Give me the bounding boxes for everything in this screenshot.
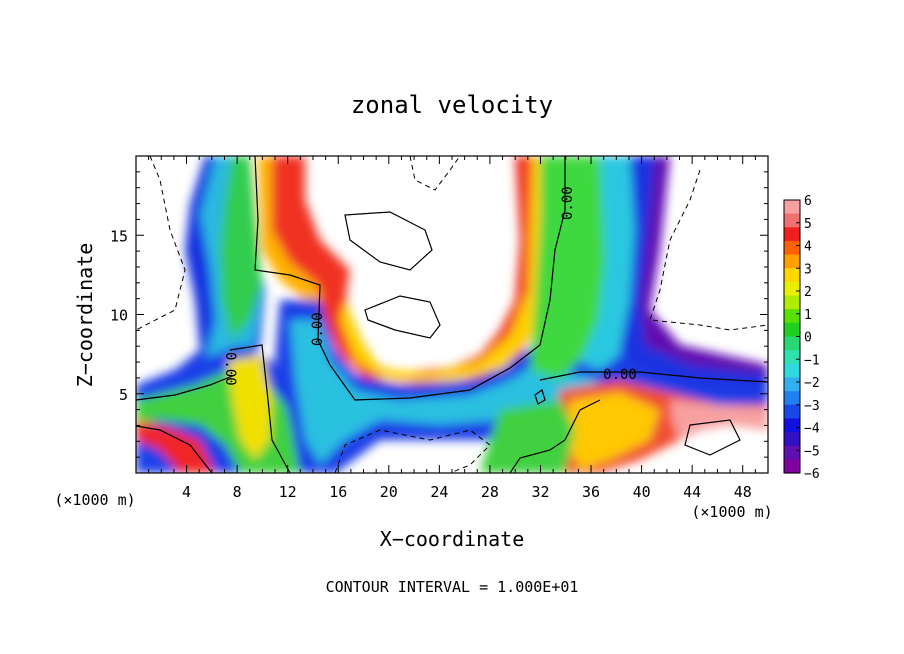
x-axis-ticks: 4 8 12 16 20 24 28 32 36 40 44 48: [148, 156, 756, 501]
colorbar-tick-label: 4: [804, 240, 812, 255]
x-tick-label: 48: [734, 483, 752, 501]
colorbar-swatch: [784, 459, 800, 474]
contour-closed-mid: [364, 295, 441, 339]
colorbar-swatch: [784, 227, 800, 242]
colorbar-tick-label: −2: [804, 376, 820, 391]
colorbar-swatch: [784, 336, 800, 351]
colorbar-swatch: [784, 418, 800, 433]
colorbar-swatch: [784, 254, 800, 269]
colorbar-tick-labels: 6 5 4 3 2 1 0 −1 −2 −3 −4 −5 −6: [796, 194, 820, 482]
x-tick-label: 44: [683, 483, 701, 501]
colorbar-swatch: [784, 350, 800, 365]
y-axis-label: Z−coordinate: [73, 243, 97, 388]
field-lowleft-yellow: [228, 355, 272, 460]
x-tick-label: 32: [531, 483, 549, 501]
colorbar-swatch: [784, 363, 800, 379]
colorbar-tick-label: −1: [804, 353, 820, 368]
velocity-field: [136, 156, 768, 473]
colorbar-swatch: [784, 281, 800, 297]
y-axis-ticks: 5 10 15: [110, 171, 768, 458]
contour-neg-topmid: [409, 156, 461, 191]
contour-closed-right: [684, 419, 741, 456]
colorbar-swatch: [784, 322, 800, 338]
x-tick-label: 12: [279, 483, 297, 501]
contour-label-group: 0.00 0.00 0.00 0.00: [222, 186, 637, 385]
contour-neg-topleft: [136, 156, 186, 331]
contour-neg-topright: [649, 169, 768, 331]
colorbar-swatch: [784, 377, 800, 392]
colorbar-tick-label: 3: [804, 262, 812, 277]
y-tick-label: 5: [119, 386, 128, 404]
field-right-green: [530, 156, 605, 380]
contour-small-loop: [534, 389, 546, 405]
contour-label-3: 0.00: [603, 367, 637, 383]
field-right-blue: [620, 156, 768, 390]
field-lowright-green: [480, 400, 575, 473]
colorbar-tick-label: 0: [804, 331, 812, 346]
field-right-cyan: [580, 156, 640, 370]
contour-interval-note: CONTOUR INTERVAL = 1.000E+01: [326, 578, 579, 596]
colorbar-swatch: [784, 213, 800, 228]
contour-lines-dashed: [136, 156, 768, 473]
colorbar-tick-label: −3: [804, 399, 820, 414]
contour-zero-left: [254, 156, 566, 401]
y-tick-label: 15: [110, 227, 128, 245]
contour-closed-upper: [344, 211, 433, 271]
colorbar-swatch: [784, 391, 800, 406]
colorbar-tick-label: 6: [804, 194, 812, 209]
colorbar-tick-label: −6: [804, 467, 820, 482]
colorbar-swatch: [784, 240, 800, 256]
chart-title: zonal velocity: [351, 91, 553, 119]
colorbar-swatch: [784, 404, 800, 419]
field-lowleft-red: [136, 420, 215, 473]
field-left-warm-edge: [258, 156, 322, 305]
contour-zero-lowleft2: [136, 374, 236, 401]
contour-label-4: 0.00: [222, 352, 238, 386]
field-center-yellow: [340, 156, 548, 382]
x-unit-label-right: (×1000 m): [691, 503, 772, 521]
contour-lines: [136, 156, 768, 473]
contour-zero-right: [539, 371, 768, 383]
x-tick-label: 36: [582, 483, 600, 501]
colorbar-tick-label: −4: [804, 422, 820, 437]
contour-label-2: 0.00: [560, 186, 576, 220]
x-axis-label: X−coordinate: [380, 527, 525, 551]
x-tick-label: 16: [329, 483, 347, 501]
colorbar-swatch: [784, 445, 800, 460]
colorbar-swatch: [784, 432, 800, 447]
field-lowleft-green: [136, 365, 318, 473]
contour-label-1: 0.00: [310, 312, 326, 346]
contour-zero-lowright: [509, 399, 601, 473]
field-left-core: [220, 156, 262, 340]
colorbar: [783, 199, 801, 474]
contour-zero-lowleft: [229, 344, 291, 473]
colorbar-tick-label: 1: [804, 308, 812, 323]
x-unit-label-left: (×1000 m): [54, 491, 135, 509]
y-tick-label: 10: [110, 307, 128, 325]
field-center-red: [320, 156, 548, 384]
contour-lowleft-curve: [136, 425, 213, 473]
x-tick-label: 20: [380, 483, 398, 501]
colorbar-swatch: [784, 295, 800, 310]
contour-neg-bottom: [334, 429, 491, 473]
x-tick-label: 28: [481, 483, 499, 501]
colorbar-swatch: [784, 309, 800, 324]
colorbar-tick-label: 5: [804, 217, 812, 232]
colorbar-tick-label: 2: [804, 285, 812, 300]
x-tick-label: 8: [233, 483, 242, 501]
x-tick-label: 4: [182, 483, 191, 501]
x-tick-label: 24: [430, 483, 448, 501]
field-lowright-yellow: [565, 392, 660, 470]
colorbar-swatch: [784, 200, 800, 215]
x-tick-label: 40: [633, 483, 651, 501]
colorbar-swatch: [784, 268, 800, 283]
colorbar-tick-label: −5: [804, 444, 820, 459]
field-lowright-pink: [670, 400, 768, 440]
